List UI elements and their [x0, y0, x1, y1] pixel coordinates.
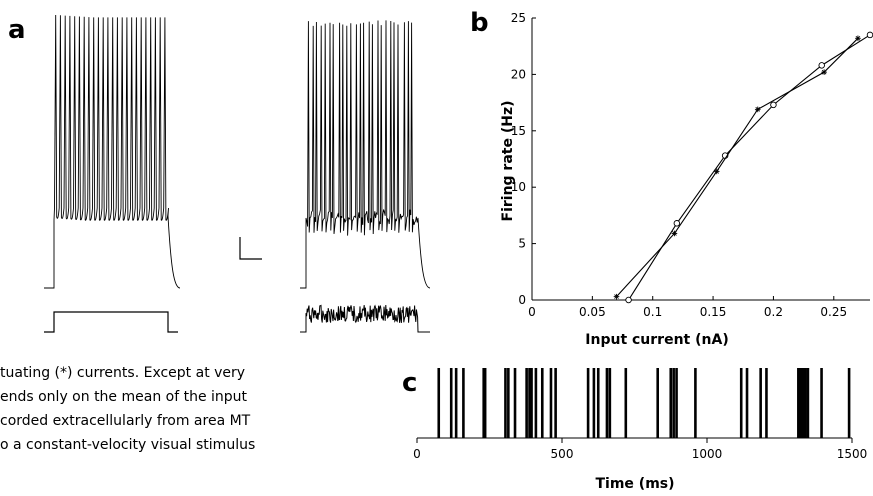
y-tick-labels: 0 5 10 15 20 25: [511, 11, 526, 307]
data-point-star: [821, 69, 827, 75]
fi-curve-series: [613, 31, 873, 304]
x-tick-labels: 0 0.05 0.1 0.15 0.2 0.25: [528, 305, 847, 319]
membrane-trace-constant-input: [44, 14, 181, 289]
y-tick-label: 0: [518, 293, 526, 307]
y-tick-label: 15: [511, 124, 526, 138]
data-point-circle: [818, 62, 825, 69]
caption-line-4: o a constant-velocity visual stimulus: [0, 437, 256, 453]
input-step-fluctuating: [300, 304, 430, 333]
data-point-star: [613, 293, 620, 300]
input-step-constant: [44, 311, 178, 333]
panel-b-label: b: [470, 8, 489, 38]
data-point-circle: [625, 296, 632, 304]
spike-train-constant: [44, 14, 181, 289]
fi-curve-axes: [531, 17, 870, 301]
panel-c-label: c: [402, 368, 418, 398]
raster-tick-labels: 0 500 1000 1500: [413, 447, 867, 461]
caption-line-3: corded extracellularly from area MT: [0, 413, 251, 429]
spike-train-fluctuating: [300, 20, 431, 289]
x-tick-label: 0.1: [643, 305, 662, 319]
raster-tick-label: 1500: [837, 447, 868, 461]
raster-tick-label: 0: [413, 447, 421, 461]
raster-x-axis-label: Time (ms): [595, 476, 674, 492]
x-axis-label: Input current (nA): [585, 332, 728, 348]
x-tick-label: 0.15: [700, 305, 727, 319]
panel-a-label: a: [8, 15, 26, 45]
membrane-trace-fluctuating-input: [300, 20, 431, 289]
data-point-star: [754, 106, 761, 113]
noisy-input-current: [300, 304, 430, 333]
y-tick-label: 10: [511, 180, 526, 194]
raster-tick-label: 500: [551, 447, 574, 461]
x-tick-label: 0.2: [764, 305, 783, 319]
x-tick-label: 0: [528, 305, 536, 319]
series-line-star: [616, 37, 859, 297]
data-point-circle: [673, 220, 681, 227]
data-point-star: [855, 35, 861, 42]
series-line-circle: [628, 34, 871, 301]
y-tick-label: 25: [511, 11, 526, 25]
scale-bar: [239, 237, 262, 260]
x-tick-label: 0.05: [579, 305, 606, 319]
caption-line-2: ends only on the mean of the input: [0, 389, 248, 405]
x-tick-label: 0.25: [820, 305, 847, 319]
y-tick-label: 5: [518, 237, 526, 251]
raster-axis: [416, 437, 853, 443]
data-point-star: [671, 230, 678, 237]
caption-line-1: tuating (*) currents. Except at very: [0, 365, 246, 381]
y-axis-label: Firing rate (Hz): [500, 100, 516, 221]
raster-spikes: [437, 368, 851, 438]
data-point-circle: [770, 101, 777, 109]
data-point-star: [713, 168, 720, 175]
y-tick-label: 20: [511, 67, 526, 81]
raster-tick-label: 1000: [692, 447, 723, 461]
